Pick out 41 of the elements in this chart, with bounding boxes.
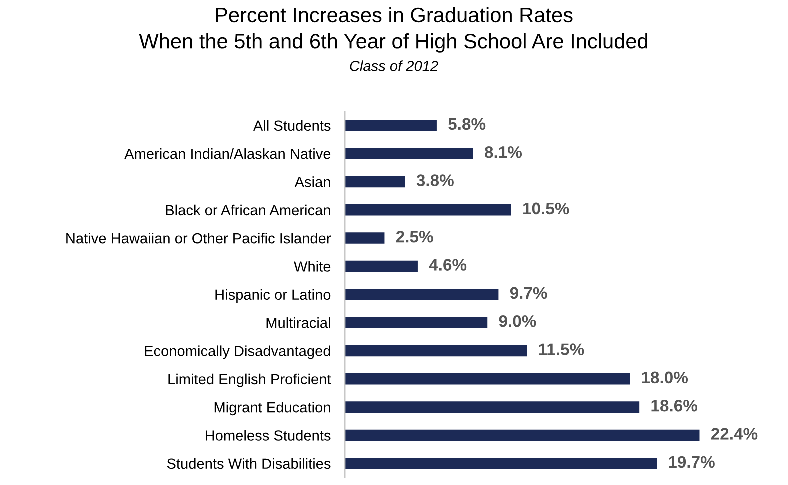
- data-label: 18.0%: [642, 372, 688, 384]
- bar: [345, 430, 700, 442]
- bar: [345, 345, 528, 357]
- y-tick-label: Limited English Proficient: [168, 374, 332, 388]
- data-label: 4.6%: [429, 259, 467, 271]
- bar: [345, 232, 385, 244]
- y-tick-label: Black or African American: [166, 204, 330, 216]
- data-label: 18.6%: [652, 400, 698, 412]
- bar: [345, 289, 499, 300]
- data-label: 9.0%: [499, 315, 536, 328]
- y-tick-label: Hispanic or Latino: [216, 289, 331, 303]
- y-tick-label: Homeless Students: [206, 430, 331, 441]
- data-label: 9.7%: [510, 287, 548, 300]
- bar: [345, 374, 630, 385]
- data-label: 5.8%: [448, 118, 486, 130]
- data-label: 22.4%: [711, 428, 758, 440]
- bar: [345, 120, 437, 132]
- chart-subtitle: Class of 2012: [350, 60, 438, 72]
- chart-title: Percent Increases in Graduation Rates When the 5th and 6th Year of High School Are Included: [139, 7, 648, 53]
- y-tick-label: Native Hawaiian or Other Pacific Islander: [66, 233, 332, 244]
- data-label: 3.8%: [416, 174, 454, 186]
- data-label: 19.7%: [669, 456, 715, 468]
- bar: [345, 176, 406, 188]
- y-tick-label: Students With Disabilities: [167, 458, 331, 470]
- bar: [345, 148, 474, 160]
- data-label: 2.5%: [396, 230, 434, 243]
- bar: [345, 458, 657, 470]
- y-tick-label: All Students: [253, 120, 331, 132]
- data-label: 10.5%: [524, 202, 570, 215]
- data-label: 8.1%: [485, 146, 522, 158]
- y-tick-label: White: [294, 261, 331, 272]
- y-tick-label: Migrant Education: [214, 402, 330, 416]
- bar: [345, 317, 488, 328]
- bar: [345, 204, 512, 216]
- bar: [345, 402, 640, 413]
- bar: [345, 260, 418, 272]
- y-tick-label: Asian: [294, 176, 330, 188]
- y-tick-label: Economically Disadvantaged: [145, 346, 330, 360]
- data-label: 11.5%: [539, 344, 584, 356]
- y-tick-label: Multiracial: [266, 318, 330, 328]
- y-tick-label: American Indian/Alaskan Native: [124, 148, 331, 160]
